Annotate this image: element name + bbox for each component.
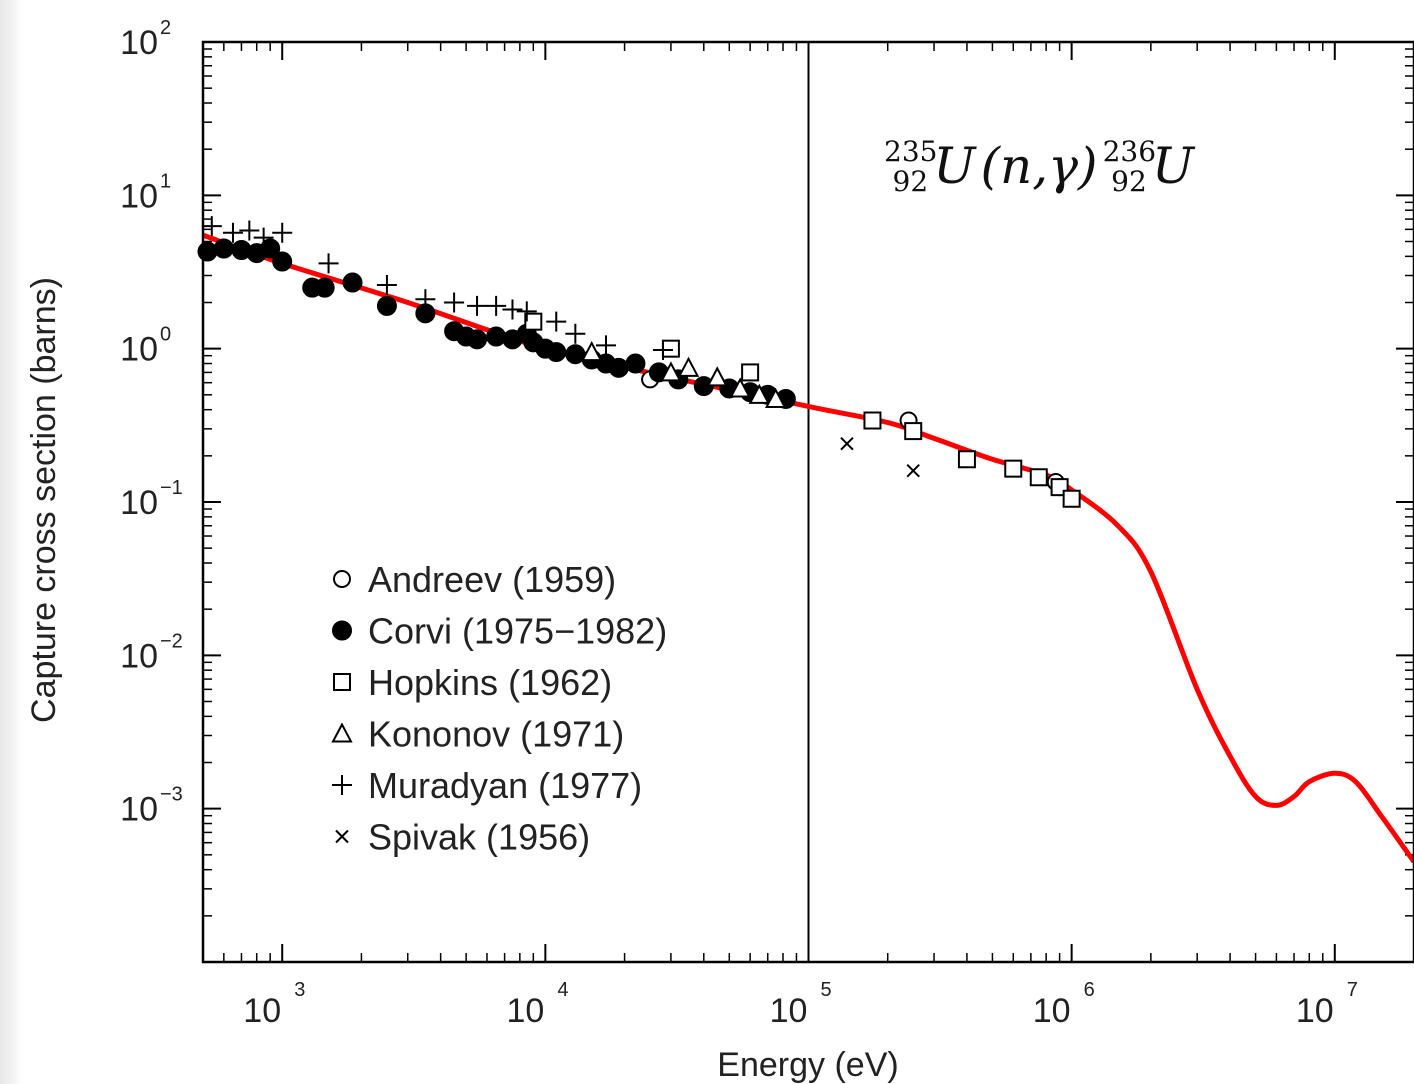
data-point-muradyan-1977 — [253, 227, 274, 248]
data-point-hopkins-1962 — [904, 422, 923, 441]
x-tick-label: 10 — [770, 992, 808, 1030]
data-point-muradyan-1977 — [239, 220, 260, 241]
x-tick-labels: 10 3 10 4 10 5 10 6 10 7 — [243, 979, 1358, 1030]
legend-label: Corvi (1975−1982) — [368, 611, 667, 652]
data-point-muradyan-1977 — [376, 275, 397, 296]
x-tick-exponent: 6 — [1084, 979, 1095, 1001]
x-tick-label: 10 — [506, 992, 544, 1030]
legend-marker-muradyan-1977 — [332, 775, 352, 795]
data-point-muradyan-1977 — [502, 299, 523, 320]
data-point-hopkins-1962 — [863, 411, 882, 430]
data-point-muradyan-1977 — [467, 295, 488, 316]
data-point-muradyan-1977 — [444, 292, 465, 313]
data-point-corvi-1975-1982 — [546, 342, 567, 363]
legend: Andreev (1959) Corvi (1975−1982) Hopkins (… — [331, 559, 667, 858]
data-point-kononov-1971 — [706, 366, 728, 387]
legend-marker-andreev-1959 — [333, 570, 351, 588]
data-point-hopkins-1962 — [741, 363, 760, 382]
data-point-muradyan-1977 — [272, 222, 293, 243]
data-point-muradyan-1977 — [201, 216, 222, 237]
y-tick-exponent: 2 — [160, 17, 171, 39]
data-point-muradyan-1977 — [486, 295, 507, 316]
x-tick-exponent: 5 — [821, 979, 832, 1001]
reaction-label: 235 92 U (n,γ) 236 92 U — [884, 135, 1196, 198]
y-tick-exponent: −3 — [160, 784, 183, 806]
data-point-hopkins-1962 — [1029, 468, 1048, 487]
data-point-hopkins-1962 — [1062, 489, 1081, 508]
data-point-hopkins-1962 — [957, 450, 976, 469]
data-point-hopkins-1962 — [661, 339, 680, 358]
x-tick-exponent: 7 — [1347, 979, 1358, 1001]
y-tick-exponent: 1 — [160, 170, 171, 192]
legend-marker-kononov-1971 — [331, 722, 353, 743]
y-tick-exponent: −1 — [160, 477, 183, 499]
reaction-mass1: 235 — [884, 135, 937, 168]
data-point-muradyan-1977 — [516, 301, 537, 322]
legend-label: Andreev (1959) — [368, 559, 616, 600]
y-tick-label: 10 — [120, 637, 158, 675]
data-point-hopkins-1962 — [1004, 459, 1023, 478]
y-tick-label: 10 — [120, 484, 158, 522]
data-point-kononov-1971 — [677, 356, 700, 377]
reaction-process: (n,γ) — [981, 137, 1098, 195]
data-point-muradyan-1977 — [318, 253, 339, 274]
reaction-mass2: 236 — [1103, 135, 1156, 168]
data-point-muradyan-1977 — [653, 340, 674, 361]
reaction-z2: 92 — [1111, 165, 1147, 198]
data-point-spivak-1956 — [840, 436, 854, 451]
x-tick-label: 10 — [243, 992, 281, 1030]
legend-label: Kononov (1971) — [368, 714, 624, 755]
y-tick-label: 10 — [120, 791, 158, 829]
data-point-muradyan-1977 — [222, 222, 243, 243]
data-point-muradyan-1977 — [595, 335, 616, 356]
minor-ticks — [203, 42, 1414, 962]
x-tick-label: 10 — [1033, 992, 1071, 1030]
data-point-corvi-1975-1982 — [260, 238, 281, 259]
reaction-element2: U — [1152, 137, 1196, 195]
x-tick-exponent: 4 — [557, 979, 568, 1001]
reaction-z1: 92 — [893, 165, 929, 198]
legend-marker-spivak-1956 — [335, 829, 349, 844]
data-markers — [197, 216, 1081, 508]
data-point-corvi-1975-1982 — [486, 326, 507, 347]
data-point-spivak-1956 — [906, 463, 920, 478]
data-point-hopkins-1962 — [524, 312, 543, 331]
legend-label: Hopkins (1962) — [368, 662, 612, 703]
data-point-kononov-1971 — [660, 361, 682, 382]
data-point-kononov-1971 — [764, 387, 787, 408]
x-tick-exponent: 3 — [294, 979, 305, 1001]
legend-label: Muradyan (1977) — [368, 765, 642, 806]
y-axis-title: Capture cross section (barns) — [25, 277, 63, 723]
data-point-corvi-1975-1982 — [272, 251, 293, 272]
y-tick-label: 10 — [120, 24, 158, 62]
y-tick-label: 10 — [120, 177, 158, 215]
data-point-corvi-1975-1982 — [625, 353, 646, 374]
legend-label: Spivak (1956) — [368, 817, 590, 858]
data-point-kononov-1971 — [729, 377, 751, 398]
reaction-element1: U — [933, 137, 977, 195]
data-point-corvi-1975-1982 — [608, 357, 629, 378]
data-point-muradyan-1977 — [565, 323, 586, 344]
plot-frame — [201, 40, 1414, 964]
y-tick-label: 10 — [120, 331, 158, 369]
data-point-corvi-1975-1982 — [376, 295, 397, 316]
data-point-muradyan-1977 — [415, 289, 436, 310]
data-point-corvi-1975-1982 — [213, 238, 234, 259]
legend-marker-corvi-1975-1982 — [332, 620, 352, 641]
data-point-muradyan-1977 — [546, 311, 567, 332]
y-tick-exponent: −2 — [160, 630, 183, 652]
data-point-corvi-1975-1982 — [197, 241, 218, 262]
y-tick-exponent: 0 — [160, 324, 171, 346]
legend-marker-hopkins-1962 — [333, 673, 351, 691]
data-point-corvi-1975-1982 — [467, 329, 488, 350]
data-point-corvi-1975-1982 — [342, 272, 363, 293]
x-axis-title: Energy (eV) — [717, 1046, 898, 1084]
x-tick-label: 10 — [1296, 992, 1334, 1030]
data-point-corvi-1975-1982 — [314, 277, 335, 298]
data-point-kononov-1971 — [748, 383, 770, 404]
data-point-kononov-1971 — [581, 340, 603, 362]
